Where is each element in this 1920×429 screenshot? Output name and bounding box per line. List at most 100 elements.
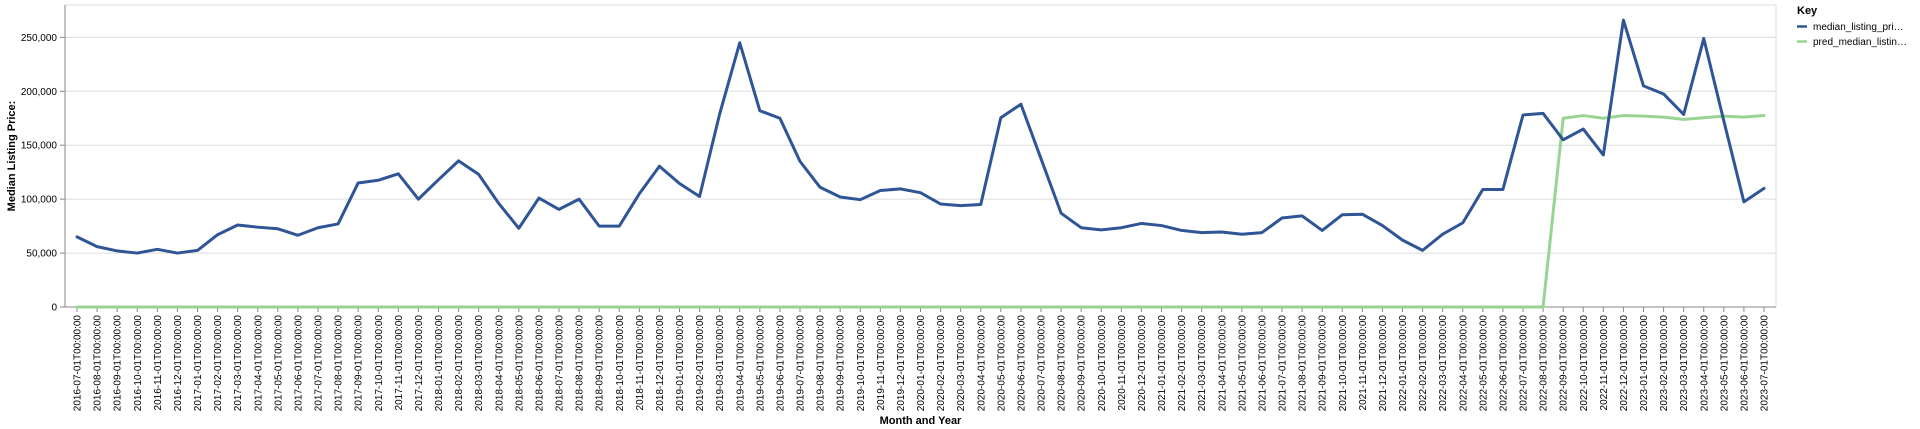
x-tick-label: 2022-07-01T00:00:00 <box>1519 315 1530 412</box>
y-axis-title: Median Listing Price: <box>6 101 18 212</box>
x-tick-label: 2020-08-01T00:00:00 <box>1057 315 1068 412</box>
x-tick-label: 2021-11-01T00:00:00 <box>1358 315 1369 411</box>
x-tick-label: 2021-12-01T00:00:00 <box>1378 315 1389 412</box>
x-tick-label: 2022-09-01T00:00:00 <box>1559 315 1570 412</box>
x-tick-label: 2022-01-01T00:00:00 <box>1398 315 1409 412</box>
x-tick-label: 2016-12-01T00:00:00 <box>173 315 184 412</box>
x-tick-label: 2017-12-01T00:00:00 <box>414 315 425 412</box>
x-tick-label: 2017-03-01T00:00:00 <box>233 315 244 412</box>
x-tick-label: 2022-12-01T00:00:00 <box>1619 315 1630 412</box>
x-axis: 2016-07-01T00:00:00 2016-08-01T00:00:00 20… <box>65 306 1776 412</box>
x-tick-label: 2018-04-01T00:00:00 <box>494 315 505 412</box>
x-tick-label: 2021-06-01T00:00:00 <box>1257 315 1268 412</box>
x-tick-label: 2019-06-01T00:00:00 <box>775 315 786 412</box>
x-tick-label: 2016-10-01T00:00:00 <box>133 315 144 412</box>
x-tick-label: 2019-02-01T00:00:00 <box>695 315 706 412</box>
x-tick-label: 2021-10-01T00:00:00 <box>1338 315 1349 412</box>
x-tick-label: 2019-08-01T00:00:00 <box>816 315 827 412</box>
x-tick-label: 2023-06-01T00:00:00 <box>1739 315 1750 412</box>
x-tick-label: 2021-04-01T00:00:00 <box>1217 315 1228 412</box>
x-tick-label: 2016-08-01T00:00:00 <box>93 315 104 412</box>
x-tick-label: 2018-10-01T00:00:00 <box>615 315 626 412</box>
x-tick-label: 2023-05-01T00:00:00 <box>1719 315 1730 412</box>
plot-background <box>64 4 1777 308</box>
x-tick-label: 2016-11-01T00:00:00 <box>153 315 164 411</box>
x-tick-label: 2020-01-01T00:00:00 <box>916 315 927 412</box>
legend: Key median_listing_pri… pred_median_listi… <box>1797 5 1907 48</box>
x-tick-label: 2022-08-01T00:00:00 <box>1539 315 1550 412</box>
x-tick-label: 2020-04-01T00:00:00 <box>976 315 987 412</box>
x-tick-label: 2023-02-01T00:00:00 <box>1659 315 1670 412</box>
x-tick-label: 2018-05-01T00:00:00 <box>514 315 525 412</box>
y-axis: 0 50,000 100,000 150,000 200,000 250,000 <box>21 5 66 314</box>
x-tick-label: 2016-09-01T00:00:00 <box>113 315 124 412</box>
x-tick-label: 2022-02-01T00:00:00 <box>1418 315 1429 412</box>
x-tick-label: 2017-10-01T00:00:00 <box>374 315 385 412</box>
x-tick-label: 2022-10-01T00:00:00 <box>1579 315 1590 412</box>
x-tick-label: 2019-03-01T00:00:00 <box>715 315 726 412</box>
x-tick-label: 2020-02-01T00:00:00 <box>936 315 947 412</box>
x-tick-label: 2017-07-01T00:00:00 <box>314 315 325 412</box>
x-tick-label: 2020-11-01T00:00:00 <box>1117 315 1128 411</box>
y-tick-label: 250,000 <box>21 33 58 44</box>
x-tick-label: 2021-09-01T00:00:00 <box>1318 315 1329 412</box>
series-layer <box>75 18 1766 309</box>
x-tick-label: 2021-02-01T00:00:00 <box>1177 315 1188 412</box>
x-tick-label: 2022-03-01T00:00:00 <box>1438 315 1449 412</box>
x-tick-label: 2018-03-01T00:00:00 <box>474 315 485 412</box>
legend-title: Key <box>1797 5 1818 17</box>
x-tick-label: 2017-06-01T00:00:00 <box>293 315 304 412</box>
x-axis-title: Month and Year <box>880 415 962 427</box>
x-tick-label: 2017-02-01T00:00:00 <box>213 315 224 412</box>
x-tick-label: 2018-08-01T00:00:00 <box>575 315 586 412</box>
x-tick-label: 2017-05-01T00:00:00 <box>273 315 284 412</box>
x-tick-label: 2021-03-01T00:00:00 <box>1197 315 1208 412</box>
x-tick-label: 2019-07-01T00:00:00 <box>796 315 807 412</box>
legend-entry-1: pred_median_listin… <box>1813 37 1907 48</box>
x-tick-label: 2023-01-01T00:00:00 <box>1639 315 1650 412</box>
x-tick-label: 2022-06-01T00:00:00 <box>1498 315 1509 412</box>
x-tick-label: 2017-09-01T00:00:00 <box>354 315 365 412</box>
x-tick-label: 2017-04-01T00:00:00 <box>253 315 264 412</box>
x-tick-label: 2017-08-01T00:00:00 <box>334 315 345 412</box>
x-tick-label: 2018-11-01T00:00:00 <box>635 315 646 411</box>
x-tick-label: 2019-09-01T00:00:00 <box>836 315 847 412</box>
x-tick-label: 2020-06-01T00:00:00 <box>1016 315 1027 412</box>
y-tick-label: 50,000 <box>26 249 57 260</box>
x-tick-label: 2019-10-01T00:00:00 <box>856 315 867 412</box>
x-tick-label: 2023-04-01T00:00:00 <box>1699 315 1710 412</box>
x-tick-label: 2018-07-01T00:00:00 <box>555 315 566 412</box>
x-tick-label: 2021-05-01T00:00:00 <box>1237 315 1248 412</box>
x-tick-label: 2020-05-01T00:00:00 <box>996 315 1007 412</box>
y-tick-label: 0 <box>51 303 57 314</box>
x-tick-label: 2023-07-01T00:00:00 <box>1760 315 1771 412</box>
x-tick-label: 2017-01-01T00:00:00 <box>193 315 204 412</box>
x-tick-label: 2018-02-01T00:00:00 <box>454 315 465 412</box>
x-tick-label: 2018-01-01T00:00:00 <box>434 315 445 412</box>
x-tick-label: 2017-11-01T00:00:00 <box>394 315 405 411</box>
x-tick-label: 2022-05-01T00:00:00 <box>1478 315 1489 412</box>
x-tick-label: 2019-04-01T00:00:00 <box>735 315 746 412</box>
x-tick-label: 2020-09-01T00:00:00 <box>1077 315 1088 412</box>
y-tick-label: 100,000 <box>21 195 58 206</box>
x-tick-label: 2019-01-01T00:00:00 <box>675 315 686 412</box>
x-tick-label: 2018-12-01T00:00:00 <box>655 315 666 412</box>
x-tick-label: 2022-04-01T00:00:00 <box>1458 315 1469 412</box>
x-tick-label: 2018-09-01T00:00:00 <box>595 315 606 412</box>
x-tick-label: 2022-11-01T00:00:00 <box>1599 315 1610 411</box>
y-tick-label: 150,000 <box>21 141 58 152</box>
x-tick-label: 2019-12-01T00:00:00 <box>896 315 907 412</box>
x-tick-label: 2020-10-01T00:00:00 <box>1097 315 1108 412</box>
x-tick-label: 2020-12-01T00:00:00 <box>1137 315 1148 412</box>
x-tick-label: 2020-03-01T00:00:00 <box>956 315 967 412</box>
legend-entry-0: median_listing_pri… <box>1813 22 1904 33</box>
x-tick-label: 2019-05-01T00:00:00 <box>755 315 766 412</box>
x-tick-label: 2021-08-01T00:00:00 <box>1298 315 1309 412</box>
x-tick-label: 2023-03-01T00:00:00 <box>1679 315 1690 412</box>
x-tick-label: 2019-11-01T00:00:00 <box>876 315 887 411</box>
y-tick-label: 200,000 <box>21 87 58 98</box>
x-tick-label: 2021-07-01T00:00:00 <box>1278 315 1289 412</box>
series-line-1 <box>75 114 1766 309</box>
series-line-0 <box>75 18 1766 255</box>
